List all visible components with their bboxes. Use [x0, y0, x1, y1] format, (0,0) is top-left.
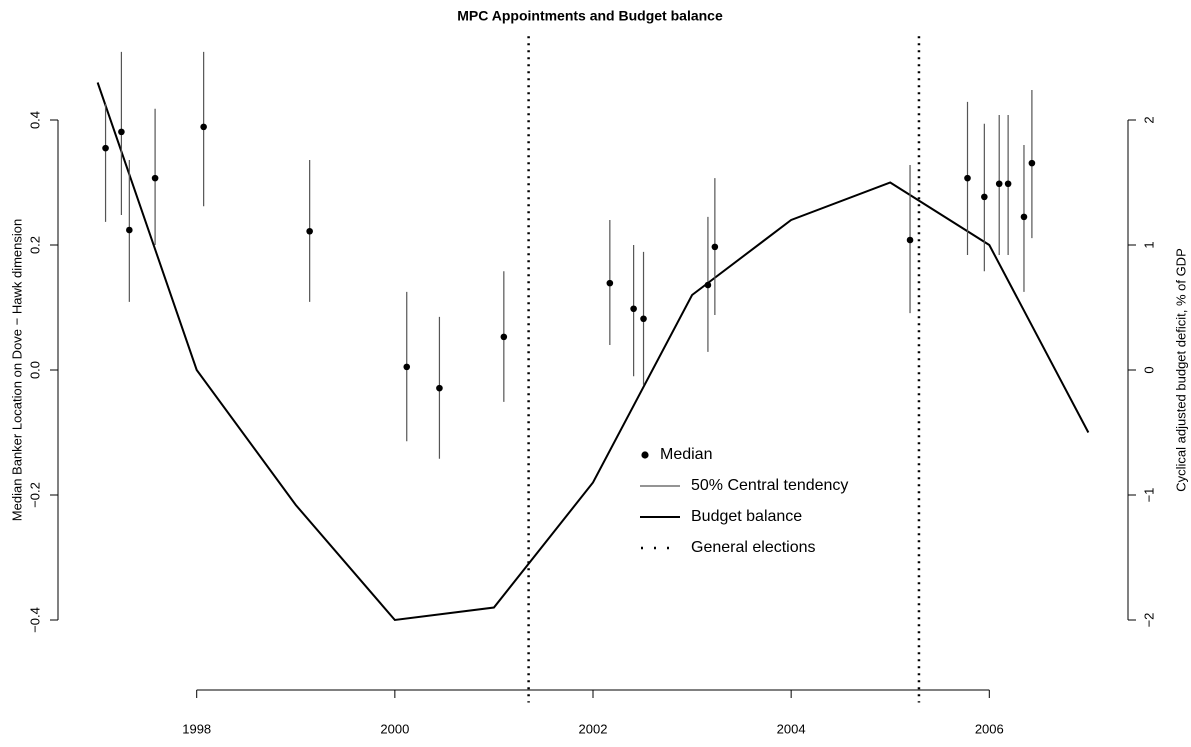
legend-label: General elections	[691, 539, 816, 556]
median-point	[151, 174, 159, 182]
median-point	[1028, 159, 1036, 167]
median-point	[118, 128, 125, 136]
x-tick-label: 2006	[975, 721, 1004, 736]
y2-tick-label: 0	[1141, 366, 1156, 373]
y2-tick-label: −2	[1141, 613, 1156, 628]
median-point	[704, 281, 712, 289]
y-tick-label: −0.2	[27, 482, 42, 508]
median-point	[1004, 180, 1012, 188]
legend-symbol	[641, 451, 649, 459]
budget-line	[96, 82, 1090, 622]
median-point	[906, 236, 914, 244]
x-tick-label: 2000	[380, 721, 409, 736]
median-point	[640, 315, 647, 323]
median-point	[126, 226, 133, 234]
y2-axis-label: Cyclical adjusted budget deficit, % of G…	[1173, 248, 1188, 492]
median-point	[102, 144, 109, 152]
x-tick-label: 2004	[777, 721, 806, 736]
median-point	[711, 243, 719, 251]
y-tick-label: −0.4	[27, 607, 42, 633]
y-tick-label: 0.4	[27, 111, 42, 129]
median-point	[630, 305, 637, 313]
median-point	[1020, 213, 1028, 221]
legend-label: Budget balance	[691, 508, 802, 525]
median-point	[500, 333, 508, 341]
y-tick-label: 0.2	[27, 236, 42, 254]
median-point	[403, 363, 411, 371]
x-tick-label: 2002	[579, 721, 608, 736]
median-point	[306, 227, 313, 235]
median-point	[436, 384, 443, 392]
chart-title: MPC Appointments and Budget balance	[457, 8, 723, 24]
legend-label: Median	[660, 446, 712, 463]
legend-label: 50% Central tendency	[691, 477, 848, 494]
y2-tick-label: −1	[1141, 488, 1156, 503]
y2-tick-label: 1	[1141, 241, 1156, 248]
x-tick-label: 1998	[182, 721, 211, 736]
median-point	[964, 174, 971, 182]
y-tick-label: 0.0	[27, 361, 42, 379]
median-point	[606, 279, 614, 287]
median-point	[995, 180, 1003, 188]
y2-tick-label: 2	[1141, 116, 1156, 123]
median-point	[981, 193, 988, 201]
y-axis-label: Median Banker Location on Dove − Hawk di…	[9, 219, 24, 521]
median-point	[200, 123, 207, 131]
